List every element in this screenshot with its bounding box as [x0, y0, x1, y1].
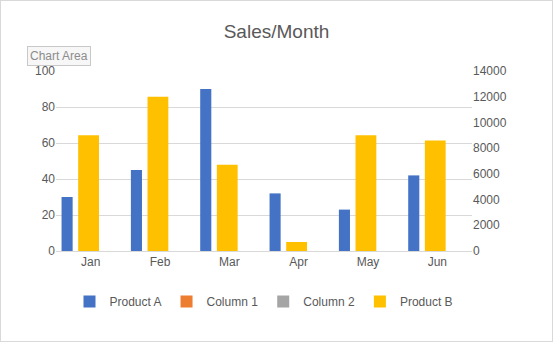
svg-text:Feb: Feb	[150, 255, 171, 269]
svg-text:60: 60	[42, 136, 56, 150]
svg-text:10000: 10000	[473, 116, 507, 130]
svg-text:Sales/Month: Sales/Month	[224, 21, 330, 42]
svg-text:Jan: Jan	[81, 255, 100, 269]
svg-text:May: May	[357, 255, 380, 269]
svg-text:Chart Area: Chart Area	[30, 49, 88, 63]
svg-text:Mar: Mar	[219, 255, 240, 269]
svg-text:14000: 14000	[473, 64, 507, 78]
svg-text:2000: 2000	[473, 218, 500, 232]
svg-text:0: 0	[48, 244, 55, 258]
svg-text:20: 20	[42, 208, 56, 222]
svg-text:Column 1: Column 1	[207, 295, 259, 309]
svg-text:12000: 12000	[473, 90, 507, 104]
svg-text:8000: 8000	[473, 141, 500, 155]
svg-text:40: 40	[42, 172, 56, 186]
svg-text:Product A: Product A	[110, 295, 162, 309]
svg-text:80: 80	[42, 100, 56, 114]
svg-text:Jun: Jun	[428, 255, 447, 269]
svg-text:0: 0	[473, 244, 480, 258]
svg-text:100: 100	[35, 64, 55, 78]
svg-text:Product B: Product B	[400, 295, 453, 309]
svg-text:Column 2: Column 2	[303, 295, 355, 309]
svg-text:4000: 4000	[473, 193, 500, 207]
svg-text:Apr: Apr	[289, 255, 308, 269]
svg-text:6000: 6000	[473, 167, 500, 181]
